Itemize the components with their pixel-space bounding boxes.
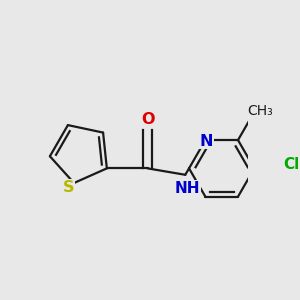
Text: NH: NH [175,181,200,196]
Text: S: S [63,180,75,195]
Text: O: O [141,112,154,127]
Text: CH₃: CH₃ [248,104,273,118]
Text: Cl: Cl [283,157,299,172]
Text: N: N [200,134,213,148]
